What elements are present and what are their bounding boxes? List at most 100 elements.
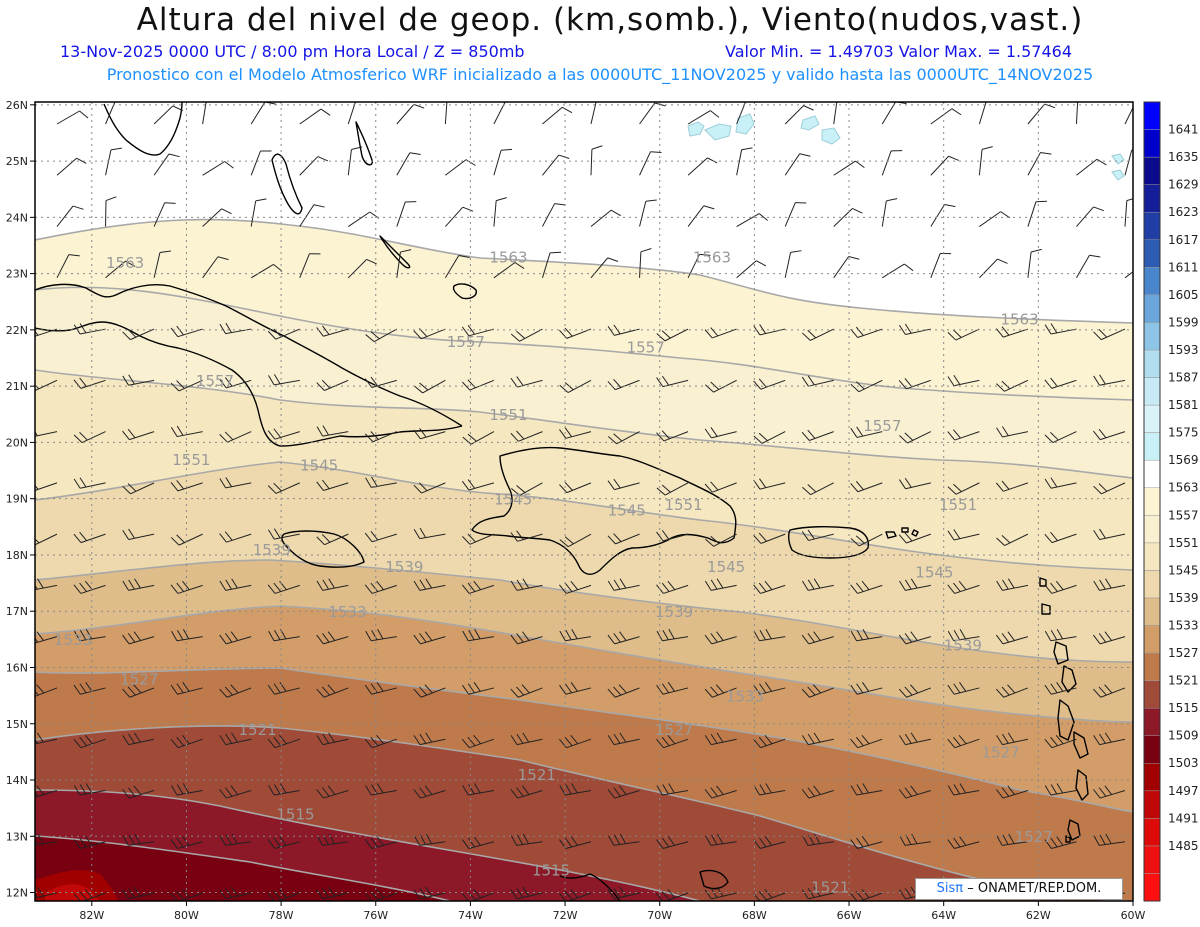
- wind-barb: [802, 482, 834, 496]
- wind-barb: [784, 202, 807, 227]
- wind-barb: [607, 631, 640, 645]
- wind-barb: [462, 533, 495, 545]
- lat-tick-label: 22N: [6, 324, 28, 337]
- colorbar-label: 1551: [1168, 536, 1199, 550]
- wind-barb: [510, 482, 543, 496]
- wind-barb: [850, 580, 883, 594]
- wind-barb: [1044, 531, 1077, 544]
- colorbar-label: 1635: [1168, 150, 1199, 164]
- contour-label: 1533: [328, 603, 366, 621]
- colorbar-label: 1485: [1168, 839, 1199, 853]
- colorbar-swatch: [1143, 515, 1161, 544]
- wind-barb: [267, 482, 300, 494]
- wind-barb: [1044, 681, 1077, 695]
- contour-label: 1557: [863, 417, 901, 435]
- wind-barb: [347, 146, 363, 176]
- colorbar-label: 1623: [1168, 205, 1199, 219]
- lon-tick-label: 62W: [1026, 909, 1051, 922]
- wind-barb: [801, 529, 834, 541]
- wind-barb: [541, 251, 562, 278]
- colorbar-swatch: [1143, 680, 1161, 709]
- wind-barb: [930, 155, 959, 176]
- lon-tick-label: 80W: [174, 909, 199, 922]
- wind-barb: [656, 629, 689, 642]
- wind-barb: [882, 263, 914, 279]
- wind-barb: [979, 211, 1011, 227]
- wind-barb: [559, 783, 592, 796]
- wind-barb: [219, 732, 252, 746]
- wind-barb: [35, 886, 58, 899]
- wind-barb: [316, 886, 349, 900]
- wind-barb: [784, 105, 814, 125]
- wind-barb: [542, 203, 566, 227]
- wind-barb: [704, 481, 737, 493]
- wind-barb: [73, 531, 106, 544]
- wind-barb: [801, 684, 834, 698]
- wind-barb: [639, 151, 662, 176]
- colorbar-label: 1575: [1168, 426, 1199, 440]
- lon-tick-label: 74W: [458, 909, 483, 922]
- wind-barb: [202, 256, 229, 279]
- wind-barb: [996, 833, 1028, 846]
- cyan-patches: [687, 113, 1125, 181]
- wind-barb: [316, 684, 349, 698]
- jamaica: [281, 530, 365, 568]
- wind-barb: [898, 477, 931, 490]
- lat-tick-label: 15N: [6, 718, 28, 731]
- wind-barb: [947, 374, 980, 387]
- wind-barb: [705, 833, 737, 846]
- wind-barb: [947, 783, 980, 796]
- wind-barb: [753, 580, 786, 594]
- wind-barb: [978, 102, 987, 125]
- wind-barb: [995, 785, 1029, 799]
- wind-barb: [542, 106, 573, 125]
- wind-barb: [1124, 106, 1133, 125]
- sispi-logo-text: Sisπ: [936, 881, 964, 896]
- wind-barb: [73, 836, 106, 849]
- contour-label: 1551: [939, 496, 977, 514]
- wind-barb: [1093, 732, 1126, 746]
- colorbar-swatch: [1143, 625, 1161, 654]
- contour-label: 1563: [106, 254, 144, 272]
- colorbar-label: 1527: [1168, 646, 1199, 660]
- wind-barb: [56, 205, 84, 227]
- wind-barb: [122, 833, 155, 846]
- wind-barb: [122, 428, 155, 441]
- contour-label: 1539: [655, 603, 693, 621]
- wind-barb: [704, 785, 737, 799]
- wind-barb: [881, 150, 903, 176]
- wind-barb: [170, 783, 203, 796]
- contour-label: 1545: [300, 457, 338, 475]
- wind-barb: [1076, 158, 1107, 176]
- eleuthera-island: [355, 121, 374, 166]
- lat-tick-label: 25N: [6, 155, 28, 168]
- colorbar-swatch: [1143, 487, 1161, 516]
- lon-tick-label: 76W: [363, 909, 388, 922]
- wind-barb: [656, 375, 689, 388]
- colorbar-label: 1569: [1168, 453, 1199, 467]
- wind-barb: [73, 377, 106, 389]
- wind-barb: [850, 836, 883, 849]
- wind-barb: [656, 580, 689, 594]
- lat-tick-label: 17N: [6, 605, 28, 618]
- wind-barb: [899, 431, 932, 444]
- wind-barb: [802, 328, 834, 341]
- wind-barb: [559, 427, 592, 439]
- wind-barb: [559, 681, 592, 695]
- contour-label: 1521: [518, 766, 556, 784]
- wind-barb: [493, 262, 525, 279]
- colorbar-label: 1491: [1168, 811, 1199, 825]
- wind-barb: [656, 783, 689, 796]
- map-plot-area: 1563 1563 1563 1563 1557 1557 1557 1557 1551 1551…: [35, 102, 1133, 901]
- wind-barb: [704, 684, 737, 698]
- colorbar-swatch: [1143, 707, 1161, 736]
- wind-barb: [122, 684, 155, 698]
- wind-barb: [850, 783, 883, 796]
- contour-1509: [35, 835, 451, 901]
- north-venezuela-coast: [559, 873, 621, 901]
- wind-barb: [995, 480, 1029, 492]
- wind-barb: [461, 681, 495, 695]
- wind-barb: [73, 477, 106, 489]
- contour-label: 1527: [655, 721, 693, 739]
- wind-barb: [1044, 377, 1077, 389]
